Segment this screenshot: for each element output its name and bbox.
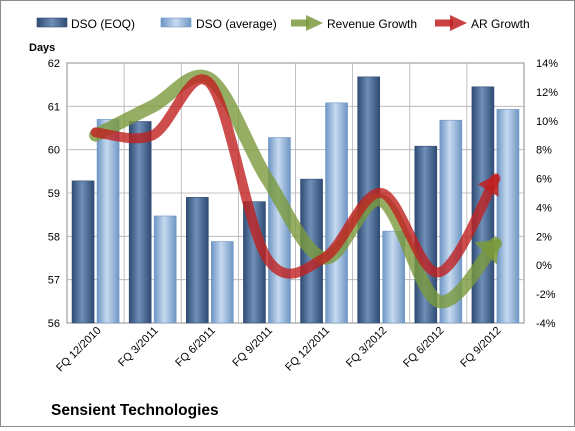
legend-swatch-ar-growth — [435, 15, 467, 31]
bar-dso-eoq-fq-12-2010 — [71, 180, 95, 324]
x-tick-label: FQ 9/2012 — [458, 325, 503, 370]
bar-dso-average-fq-12-2010 — [96, 119, 120, 324]
y2-tick-label: 6% — [536, 174, 552, 186]
y2-tick-label: -2% — [536, 289, 556, 301]
y-tick-label: 57 — [48, 275, 60, 287]
y2-tick-label: 12% — [536, 87, 558, 99]
y-axis-right: -4% -2% 0% 2% 4% 6% 8% 10% 12% 14% — [536, 58, 558, 330]
legend-swatch-revenue-growth — [291, 15, 323, 31]
y-tick-label: 56 — [48, 318, 60, 330]
y2-tick-label: 10% — [536, 116, 558, 128]
bar-dso-average-fq-3-2011 — [153, 215, 177, 324]
bar-dso-eoq-fq-6-2011 — [186, 197, 209, 324]
x-tick-label: FQ 12/2011 — [283, 325, 332, 374]
legend: DSO (EOQ) DSO (average) Revenue Growth A… — [36, 15, 530, 31]
line-revenue-growth — [89, 69, 502, 309]
legend-swatch-dso-average — [160, 17, 192, 28]
legend-label-revenue-growth: Revenue Growth — [327, 17, 417, 31]
legend-label-dso-eoq: DSO (EOQ) — [71, 17, 135, 31]
y-tick-label: 62 — [48, 58, 60, 70]
bar-dso-average-fq-9-2011 — [268, 137, 291, 324]
chart-title: Sensient Technologies — [51, 402, 219, 419]
bar-dso-eoq-fq-3-2011 — [128, 121, 152, 324]
legend-label-dso-average: DSO (average) — [196, 17, 277, 31]
x-axis: FQ 12/2010 FQ 3/2011 FQ 6/2011 FQ 9/2011 FQ … — [54, 325, 503, 375]
y-tick-label: 61 — [48, 101, 60, 113]
bar-dso-average-fq-6-2011 — [211, 241, 234, 324]
y2-tick-label: -4% — [536, 318, 556, 330]
x-tick-label: FQ 12/2010 — [54, 325, 104, 375]
y-tick-label: 59 — [48, 188, 60, 200]
y-tick-label: 58 — [48, 231, 60, 243]
x-tick-label: FQ 3/2011 — [116, 325, 161, 370]
y2-tick-label: 8% — [536, 145, 552, 157]
bar-dso-average-fq-9-2012 — [496, 109, 520, 324]
x-tick-label: FQ 9/2011 — [230, 325, 275, 370]
series-lines — [89, 69, 502, 309]
x-tick-label: FQ 6/2012 — [401, 325, 446, 370]
y-tick-label: 60 — [48, 145, 60, 157]
y-axis-title: Days — [29, 42, 55, 54]
line-ar-growth — [90, 74, 501, 279]
x-tick-label: FQ 6/2011 — [173, 325, 218, 370]
bar-dso-average-fq-3-2012 — [382, 230, 405, 324]
legend-label-ar-growth: AR Growth — [471, 17, 530, 31]
arrowhead-revenue-growth — [474, 239, 500, 265]
y2-tick-label: 2% — [536, 231, 552, 243]
y2-tick-label: 4% — [536, 202, 552, 214]
arrowhead-ar-growth — [477, 173, 499, 197]
y2-tick-label: 14% — [536, 58, 558, 70]
legend-swatch-dso-eoq — [36, 17, 68, 28]
y-axis-left: 56 57 58 59 60 61 62 — [48, 58, 60, 330]
x-tick-label: FQ 3/2012 — [344, 325, 389, 370]
y2-tick-label: 0% — [536, 260, 552, 272]
bar-dso-average-fq-12-2011 — [325, 102, 348, 324]
